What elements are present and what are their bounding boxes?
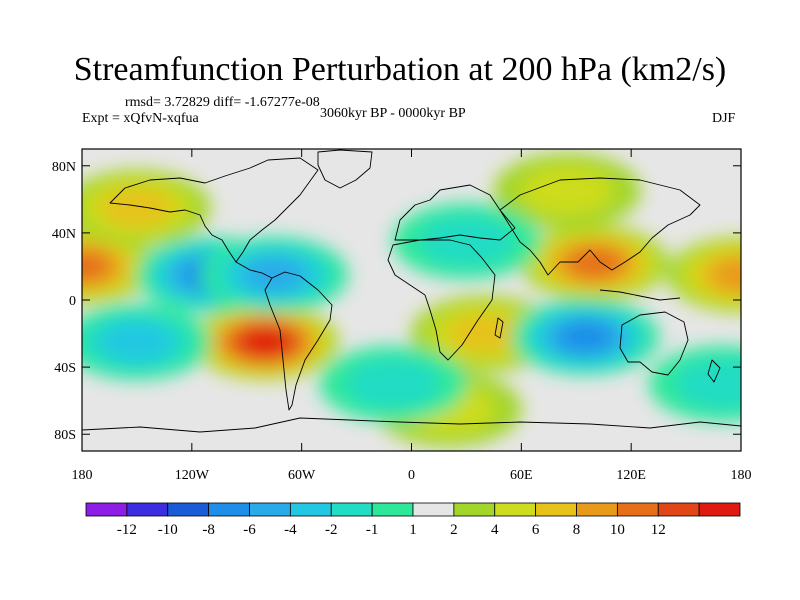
colorbar-label: -10	[158, 522, 178, 538]
colorbar-box	[453, 502, 496, 517]
rmsd-label: rmsd= 3.72829 diff= -1.67277e-08	[125, 95, 320, 110]
indonesia-coast	[599, 289, 681, 301]
y-tick-label: 0	[69, 294, 76, 309]
y-tick-label: 40S	[54, 361, 76, 376]
x-tick-label: 180	[731, 468, 752, 483]
y-tick-label: 40N	[52, 227, 76, 242]
y-tick-label: 80N	[52, 160, 76, 175]
x-tick-label: 180	[72, 468, 93, 483]
colorbar-box	[249, 502, 291, 517]
field-contour-13-1	[419, 216, 514, 267]
contour-field	[82, 149, 741, 451]
colorbar-label: 8	[573, 522, 581, 538]
y-tick-label: 80S	[54, 428, 76, 443]
north-america-coast	[109, 157, 319, 263]
colorbar-label: -4	[284, 522, 297, 538]
colorbar-box	[535, 502, 577, 517]
colorbar-label: 1	[409, 522, 417, 538]
colorbar-box	[412, 502, 455, 517]
colorbar-box	[85, 502, 128, 517]
x-tick-label: 120E	[616, 468, 646, 483]
colorbar-box	[371, 502, 414, 517]
africa-coast	[387, 239, 496, 361]
colorbar-label: -8	[202, 522, 215, 538]
colorbar-label: -12	[117, 522, 137, 538]
colorbar-box	[698, 502, 741, 517]
colorbar-label: 2	[450, 522, 458, 538]
new-zealand-coast	[707, 359, 721, 383]
axis-ticks: 180 120W 60W 0 60E 120E 180 80N 40N 0 40S 80S	[52, 149, 752, 483]
south-america-coast	[264, 271, 333, 411]
australia-coast	[619, 311, 689, 376]
field-contour-7-1	[520, 165, 615, 216]
x-tick-label: 120W	[175, 468, 210, 483]
field-contour-0-6	[242, 328, 289, 356]
field-contour-1-4	[82, 251, 110, 282]
field-contour-14-1	[675, 358, 741, 409]
chart-title: Streamfunction Perturbation at 200 hPa (…	[73, 51, 727, 88]
coastlines	[82, 149, 741, 433]
x-tick-label: 60E	[510, 468, 533, 483]
field-contour-10-4	[558, 321, 613, 353]
field-contour-9-3	[243, 257, 305, 292]
colorbar-box	[289, 502, 332, 517]
field-contour-11-2	[100, 322, 174, 362]
greenland-coast	[317, 149, 373, 189]
colorbar-box	[616, 502, 659, 517]
colorbar-label: -1	[366, 522, 379, 538]
x-tick-label: 60W	[288, 468, 316, 483]
field-contour-4-2	[100, 187, 174, 228]
colorbar-box	[657, 502, 700, 517]
colorbar-label: 10	[610, 522, 625, 538]
colorbar-box	[494, 502, 537, 517]
period-label: 3060kyr BP - 0000kyr BP	[320, 106, 466, 121]
colorbar-box	[330, 502, 373, 517]
colorbar-label: -6	[243, 522, 256, 538]
colorbar-label: 6	[532, 522, 540, 538]
experiment-label: Expt = xQfvN-xqfua	[82, 111, 199, 126]
colorbar-box	[126, 502, 169, 517]
field-contour-3-4	[567, 247, 622, 279]
colorbar: -12 -10 -8 -6 -4 -2 -1 1 2 4 6 8 10 12	[85, 502, 741, 538]
colorbar-label: 4	[491, 522, 499, 538]
colorbar-label: -2	[325, 522, 338, 538]
field-contour-12-1	[346, 358, 441, 409]
antarctica-coast	[82, 417, 741, 433]
madagascar-coast	[494, 317, 504, 339]
season-label: DJF	[712, 111, 736, 126]
colorbar-label: 12	[651, 522, 666, 538]
x-tick-label: 0	[408, 468, 415, 483]
colorbar-box	[208, 502, 250, 517]
colorbar-box	[167, 502, 210, 517]
colorbar-box	[576, 502, 618, 517]
asia-coast	[499, 177, 701, 276]
field-contour-2-3	[710, 257, 741, 292]
central-america-coast	[235, 261, 273, 279]
